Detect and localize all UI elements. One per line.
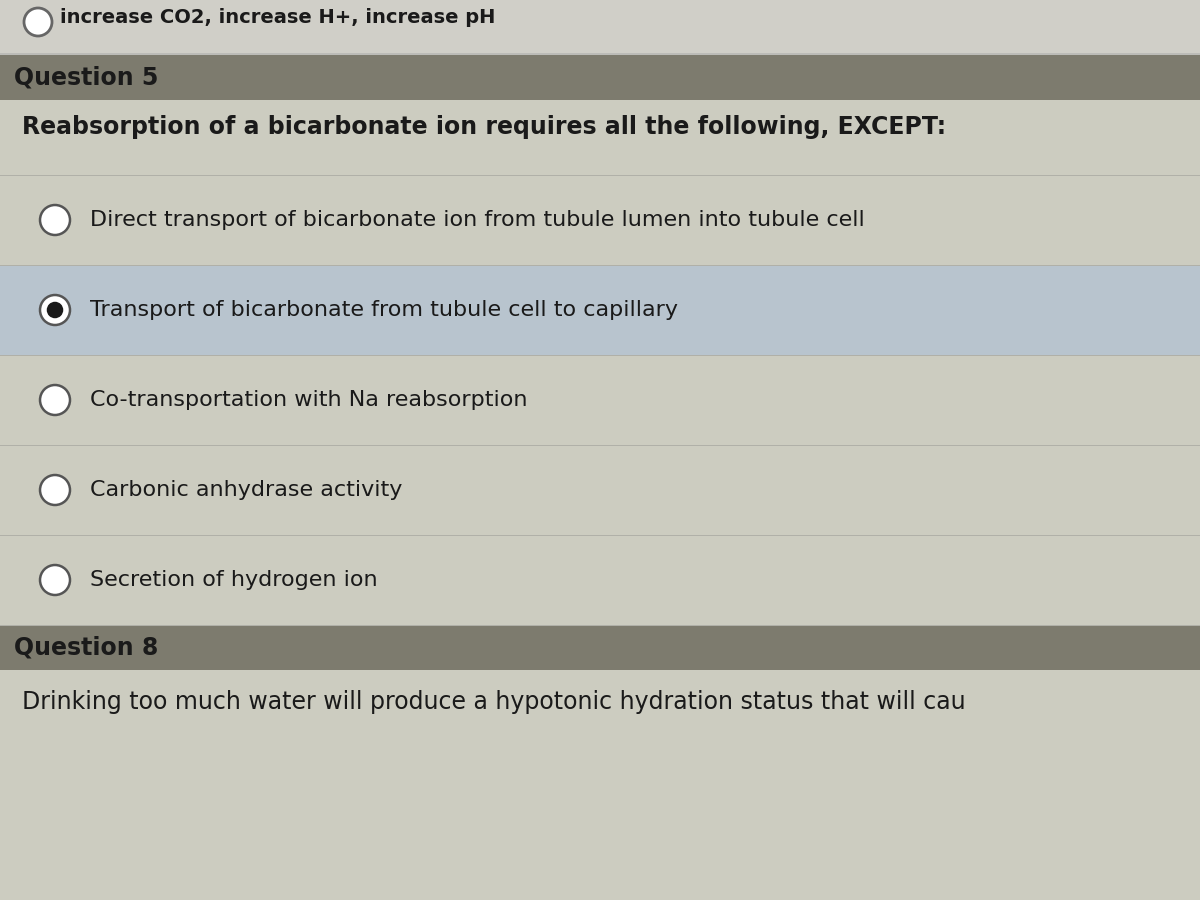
Text: Carbonic anhydrase activity: Carbonic anhydrase activity bbox=[90, 480, 402, 500]
FancyBboxPatch shape bbox=[0, 53, 1200, 57]
FancyBboxPatch shape bbox=[0, 175, 1200, 265]
FancyBboxPatch shape bbox=[0, 0, 1200, 55]
FancyBboxPatch shape bbox=[0, 355, 1200, 356]
Text: increase CO2, increase H+, increase pH: increase CO2, increase H+, increase pH bbox=[60, 8, 496, 27]
FancyBboxPatch shape bbox=[0, 100, 1200, 175]
Circle shape bbox=[24, 8, 52, 36]
FancyBboxPatch shape bbox=[0, 625, 1200, 626]
Circle shape bbox=[47, 302, 64, 319]
Text: Question 8: Question 8 bbox=[14, 635, 158, 660]
FancyBboxPatch shape bbox=[0, 445, 1200, 535]
Text: Transport of bicarbonate from tubule cell to capillary: Transport of bicarbonate from tubule cel… bbox=[90, 300, 678, 320]
FancyBboxPatch shape bbox=[0, 265, 1200, 266]
Circle shape bbox=[40, 565, 70, 595]
Text: Direct transport of bicarbonate ion from tubule lumen into tubule cell: Direct transport of bicarbonate ion from… bbox=[90, 210, 865, 230]
FancyBboxPatch shape bbox=[0, 355, 1200, 445]
FancyBboxPatch shape bbox=[0, 670, 1200, 900]
Text: Co-transportation with Na reabsorption: Co-transportation with Na reabsorption bbox=[90, 390, 528, 410]
Text: Drinking too much water will produce a hypotonic hydration status that will cau: Drinking too much water will produce a h… bbox=[22, 690, 966, 714]
FancyBboxPatch shape bbox=[0, 535, 1200, 625]
FancyBboxPatch shape bbox=[0, 265, 1200, 355]
FancyBboxPatch shape bbox=[0, 625, 1200, 670]
Circle shape bbox=[40, 295, 70, 325]
Circle shape bbox=[40, 475, 70, 505]
Circle shape bbox=[40, 205, 70, 235]
FancyBboxPatch shape bbox=[0, 55, 1200, 100]
Text: Secretion of hydrogen ion: Secretion of hydrogen ion bbox=[90, 570, 378, 590]
FancyBboxPatch shape bbox=[0, 445, 1200, 446]
Text: Reabsorption of a bicarbonate ion requires all the following, EXCEPT:: Reabsorption of a bicarbonate ion requir… bbox=[22, 115, 946, 139]
FancyBboxPatch shape bbox=[0, 535, 1200, 536]
Text: Question 5: Question 5 bbox=[14, 66, 158, 89]
Circle shape bbox=[40, 385, 70, 415]
FancyBboxPatch shape bbox=[0, 175, 1200, 176]
FancyBboxPatch shape bbox=[0, 625, 1200, 626]
